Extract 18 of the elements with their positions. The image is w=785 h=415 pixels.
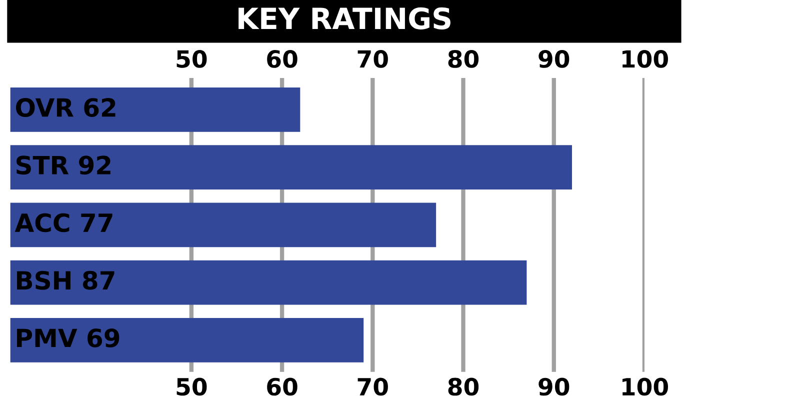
x2-tick-label: 90 xyxy=(538,378,570,396)
y-tick-label: PMV 69 xyxy=(17,328,120,348)
x-tick-label: 50 xyxy=(176,50,207,68)
x-tick-label: 60 xyxy=(267,50,298,68)
x-tick-label: 80 xyxy=(448,50,479,68)
x2-tick-label: 60 xyxy=(267,378,298,396)
x-tick-label: 100 xyxy=(622,50,668,68)
x2-tick-label: 50 xyxy=(176,378,207,396)
x2-tick-label: 100 xyxy=(622,378,668,396)
chart-title: KEY RATINGS xyxy=(238,7,450,30)
x-tick-label: 90 xyxy=(538,50,570,68)
y-tick-label: ACC 77 xyxy=(14,213,112,232)
y-tick-label: BSH 87 xyxy=(17,270,114,290)
x2-tick-label: 80 xyxy=(448,378,479,396)
y-tick-label: STR 92 xyxy=(16,156,110,175)
x-tick-label: 70 xyxy=(358,50,388,68)
x2-tick-label: 70 xyxy=(358,378,388,396)
y-tick-label: OVR 62 xyxy=(16,98,116,117)
